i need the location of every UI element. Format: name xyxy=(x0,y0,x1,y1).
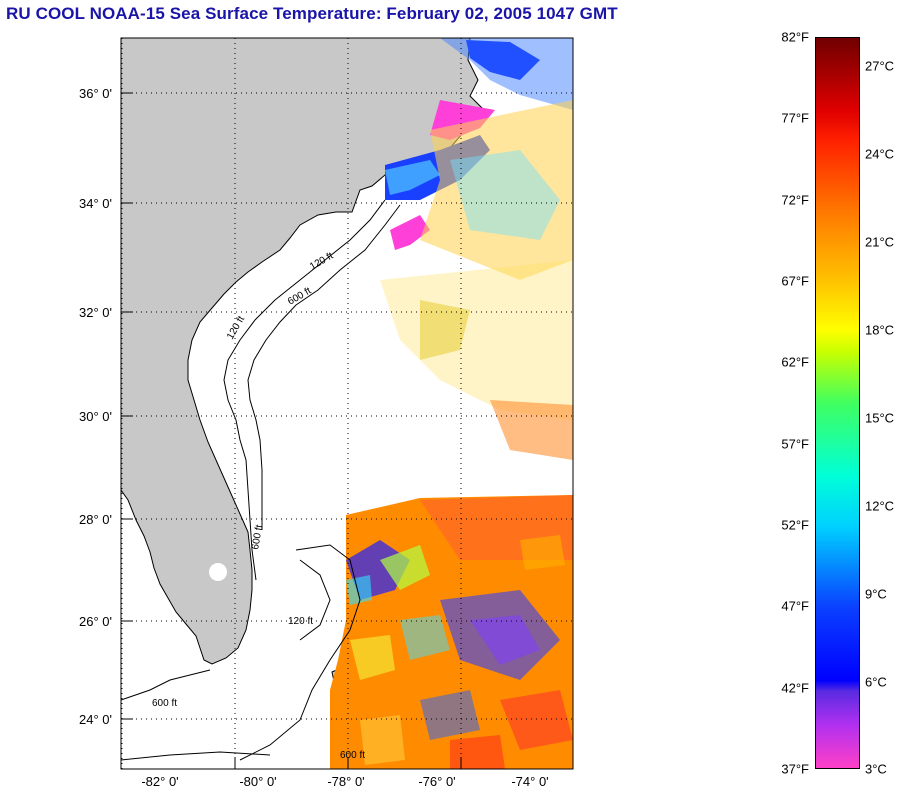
colorbar-f-52: 52°F xyxy=(781,517,809,533)
colorbar-f-42: 42°F xyxy=(781,680,809,696)
colorbar-c-3: 3°C xyxy=(865,761,887,777)
sst-data xyxy=(330,38,573,769)
lat-label-30: 30° 0' xyxy=(79,409,112,424)
graticule xyxy=(121,38,573,769)
contour-label-600-fl: 600 ft xyxy=(250,524,265,551)
colorbar-c-27: 27°C xyxy=(865,58,895,74)
lat-label-24: 24° 0' xyxy=(79,712,112,727)
lat-label-36: 36° 0' xyxy=(79,86,112,101)
lon-label-74: -74° 0' xyxy=(511,774,549,789)
contour-label-600-keys: 600 ft xyxy=(152,698,177,709)
lon-label-78: -78° 0' xyxy=(327,774,365,789)
colorbar-f-47: 47°F xyxy=(781,598,809,614)
colorbar-f-67: 67°F xyxy=(781,273,809,289)
colorbar xyxy=(815,37,860,769)
colorbar-c-21: 21°C xyxy=(865,234,895,250)
colorbar-f-72: 72°F xyxy=(781,192,809,208)
colorbar-c-6: 6°C xyxy=(865,674,887,690)
map-title: RU COOL NOAA-15 Sea Surface Temperature:… xyxy=(6,4,618,23)
contour-label-600-south: 600 ft xyxy=(340,750,365,761)
map-border xyxy=(120,37,574,770)
lon-label-76: -76° 0' xyxy=(418,774,456,789)
lat-label-32: 32° 0' xyxy=(79,305,112,320)
axis-ticks xyxy=(121,92,462,769)
colorbar-c-15: 15°C xyxy=(865,410,895,426)
lon-label-80: -80° 0' xyxy=(239,774,277,789)
lat-label-28: 28° 0' xyxy=(79,512,112,527)
colorbar-c-12: 12°C xyxy=(865,498,895,514)
colorbar-f-62: 62°F xyxy=(781,354,809,370)
depth-contours xyxy=(121,199,401,761)
lat-label-26: 26° 0' xyxy=(79,614,112,629)
colorbar-f-82: 82°F xyxy=(781,29,809,45)
colorbar-f-57: 57°F xyxy=(781,436,809,452)
colorbar-f-37: 37°F xyxy=(781,761,809,777)
lat-label-34: 34° 0' xyxy=(79,196,112,211)
colorbar-c-9: 9°C xyxy=(865,586,887,602)
contour-label-120-bahamas: 120 ft xyxy=(288,616,313,627)
colorbar-f-77: 77°F xyxy=(781,110,809,126)
colorbar-c-24: 24°C xyxy=(865,146,895,162)
lon-label-82: -82° 0' xyxy=(141,774,179,789)
lake-okeechobee xyxy=(209,563,227,581)
colorbar-c-18: 18°C xyxy=(865,322,895,338)
